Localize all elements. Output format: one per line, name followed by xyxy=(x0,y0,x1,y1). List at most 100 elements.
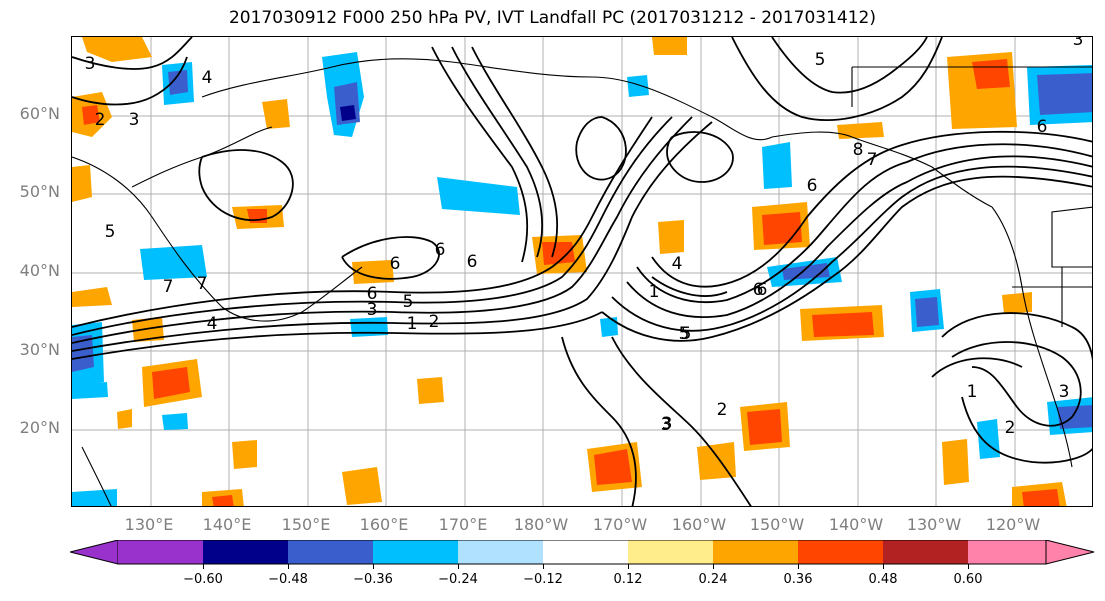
lon-label: 150°E xyxy=(281,515,331,534)
positive-anomaly xyxy=(82,37,152,62)
contour-label: 4 xyxy=(672,254,683,274)
contour-label: 3 xyxy=(129,110,140,130)
lon-label: 140°E xyxy=(202,515,252,534)
contour-label: 5 xyxy=(105,222,116,242)
contour-label: 6 xyxy=(390,254,401,274)
colorbar-segment xyxy=(288,540,373,564)
map-canvas: 3 2 3 4 5 6 5 6 4 3 1 1 2 3 5 6 5 6 7 8 … xyxy=(72,37,1092,506)
negative-anomaly xyxy=(350,317,388,337)
contour-label: 1 xyxy=(649,282,660,302)
negative-anomaly xyxy=(977,419,1000,459)
colorbar-label: −0.48 xyxy=(268,572,308,587)
contour-label: 1 xyxy=(407,314,418,334)
negative-anomaly xyxy=(915,297,939,327)
negative-anomaly xyxy=(762,142,792,189)
contour-label: 5 xyxy=(679,324,690,344)
colorbar-label: 0.48 xyxy=(868,572,898,587)
negative-anomaly xyxy=(162,413,188,430)
colorbar-label: 0.60 xyxy=(953,572,983,587)
lon-label: 160°W xyxy=(671,515,727,534)
negative-anomaly xyxy=(168,70,188,95)
contour-label: 8 xyxy=(853,140,864,160)
contour-label: 4 xyxy=(202,68,213,88)
positive-anomaly xyxy=(232,440,257,469)
contour-label: 2 xyxy=(95,110,106,130)
colorbar-segment xyxy=(798,540,883,564)
lat-label: 20°N xyxy=(19,418,60,437)
positive-anomaly xyxy=(342,467,382,505)
colorbar-tick xyxy=(628,564,629,569)
colorbar-tick xyxy=(373,564,374,569)
lon-label: 160°E xyxy=(359,515,409,534)
contour-label: 3 xyxy=(662,414,673,434)
colorbar-segment xyxy=(713,540,798,564)
contour-label: 6 xyxy=(807,176,818,196)
contour-label: 6 xyxy=(753,280,764,300)
positive-anomaly xyxy=(542,242,575,265)
contour-label: 6 xyxy=(1037,117,1048,137)
coastlines xyxy=(72,58,1092,506)
colorbar-segment xyxy=(628,540,713,564)
colorbar-segment xyxy=(968,540,1046,564)
contour-label: 2 xyxy=(1005,418,1016,438)
positive-anomaly xyxy=(417,377,444,404)
negative-anomaly xyxy=(340,105,356,121)
colorbar-label: 0.24 xyxy=(698,572,728,587)
positive-anomaly xyxy=(594,449,632,485)
positive-anomaly xyxy=(652,37,687,55)
colorbar-tick xyxy=(713,564,714,569)
lon-label: 120°W xyxy=(985,515,1041,534)
colorbar-tick xyxy=(543,564,544,569)
map-panel: 3 2 3 4 5 6 5 6 4 3 1 1 2 3 5 6 5 6 7 8 … xyxy=(71,36,1093,507)
colorbar-tick xyxy=(798,564,799,569)
colorbar-label: −0.60 xyxy=(183,572,223,587)
colorbar-label: 0.36 xyxy=(783,572,813,587)
negative-anomaly xyxy=(1057,405,1092,429)
lat-label: 60°N xyxy=(19,104,60,123)
positive-anomaly xyxy=(972,59,1010,89)
positive-anomaly xyxy=(812,312,874,337)
colorbar-label: −0.12 xyxy=(523,572,563,587)
pv-contours xyxy=(72,37,1092,506)
contour-label: 3 xyxy=(1059,382,1070,402)
negative-anomaly xyxy=(600,317,618,337)
colorbar-tick xyxy=(458,564,459,569)
contour-label: 3 xyxy=(1073,37,1084,50)
lon-label: 170°E xyxy=(438,515,488,534)
contour-labels: 3 2 3 4 5 6 5 6 4 3 1 1 2 3 5 6 5 6 7 8 … xyxy=(85,37,1084,438)
lat-label: 50°N xyxy=(19,182,60,201)
colorbar-segment xyxy=(883,540,968,564)
positive-anomaly xyxy=(82,105,100,125)
colorbar-label: −0.24 xyxy=(438,572,478,587)
colorbar-segment xyxy=(118,540,203,564)
colorbar-tick xyxy=(968,564,969,569)
contour-label: 3 xyxy=(367,300,378,320)
contour-label: 7 xyxy=(197,274,208,294)
contour-label: 4 xyxy=(207,314,218,334)
contour-label: 1 xyxy=(967,382,978,402)
colorbar-tick xyxy=(883,564,884,569)
colorbar-extend-low xyxy=(70,540,119,565)
contour-label: 2 xyxy=(717,400,728,420)
positive-anomaly xyxy=(1002,292,1032,314)
colorbar-segment xyxy=(458,540,543,564)
contour-label: 5 xyxy=(403,292,414,312)
colorbar xyxy=(70,540,1095,565)
contour-label: 6 xyxy=(367,284,378,304)
positive-anomaly xyxy=(837,122,884,139)
pv-anomaly-fills xyxy=(72,37,1092,506)
positive-anomaly xyxy=(72,165,92,202)
negative-anomaly xyxy=(72,335,94,372)
contour-label: 3 xyxy=(661,415,672,435)
positive-anomaly xyxy=(942,439,969,485)
negative-anomaly xyxy=(437,177,520,215)
negative-anomaly xyxy=(72,382,108,399)
contour-label: 7 xyxy=(867,150,878,170)
positive-anomaly xyxy=(212,495,234,506)
lat-label: 30°N xyxy=(19,340,60,359)
lon-label: 130°W xyxy=(906,515,962,534)
positive-anomaly xyxy=(152,367,190,399)
contour-label: 5 xyxy=(681,324,692,344)
contour-label: 6 xyxy=(467,252,478,272)
colorbar-segment xyxy=(373,540,458,564)
